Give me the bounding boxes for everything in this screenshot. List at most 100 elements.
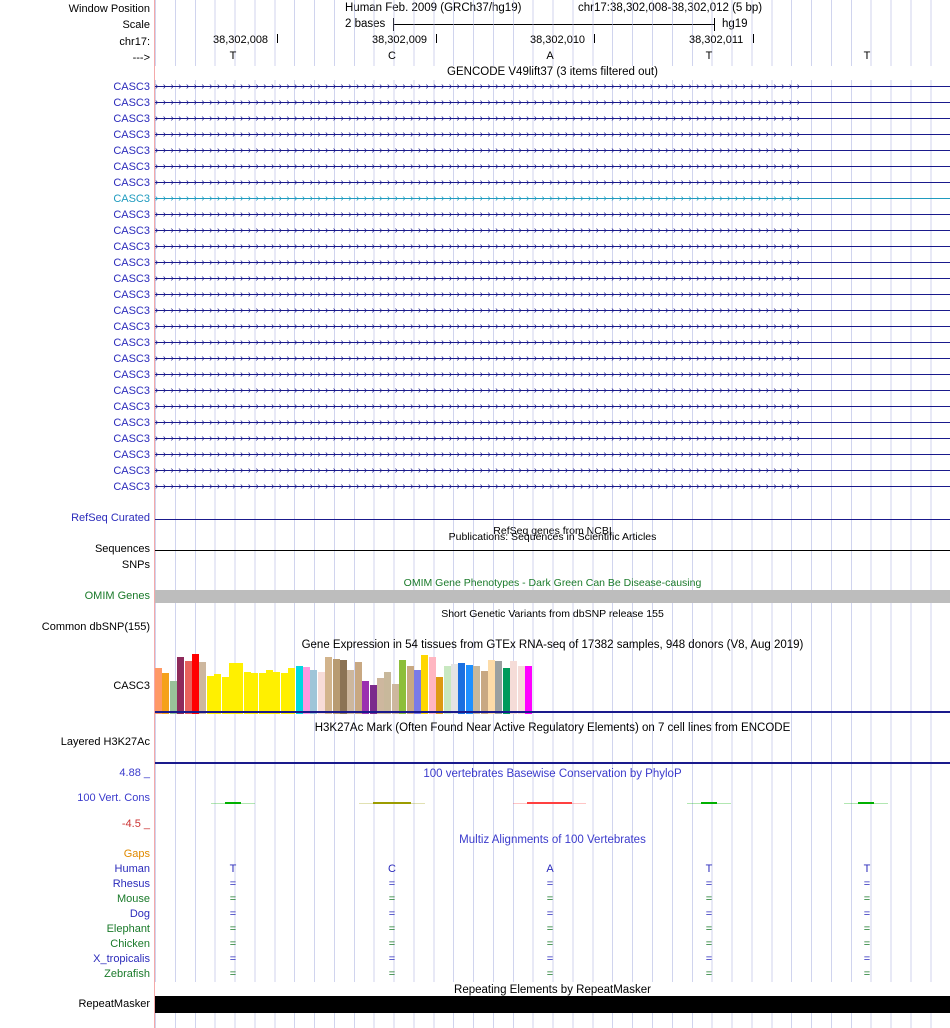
gtex-tissue-bar[interactable] <box>495 661 503 714</box>
multiz-species-label[interactable]: Mouse <box>116 893 150 905</box>
multiz-species-label[interactable]: Dog <box>129 908 150 920</box>
label-layered-h3k27ac[interactable]: Layered H3K27Ac <box>60 736 150 748</box>
gtex-tissue-bar[interactable] <box>169 681 177 714</box>
gtex-tissue-bar[interactable] <box>399 660 407 714</box>
gtex-tissue-bar[interactable] <box>295 666 303 714</box>
multiz-species-label[interactable]: Zebrafish <box>104 968 150 980</box>
gtex-tissue-bar[interactable] <box>184 661 192 714</box>
gencode-gene-row[interactable]: ››››››››››››››››››››››››››››››››››››››››… <box>155 81 950 93</box>
gencode-gene-row[interactable]: ››››››››››››››››››››››››››››››››››››››››… <box>155 385 950 397</box>
gencode-gene-row[interactable]: ››››››››››››››››››››››››››››››››››››››››… <box>155 113 950 125</box>
gencode-gene-label[interactable]: CASC3 <box>113 401 150 413</box>
gtex-tissue-bar[interactable] <box>406 666 414 714</box>
gtex-tissue-bar[interactable] <box>421 655 429 714</box>
gtex-tissue-bar[interactable] <box>451 664 458 714</box>
gencode-gene-row[interactable]: ››››››››››››››››››››››››››››››››››››››››… <box>155 369 950 381</box>
gtex-tissue-bar[interactable] <box>221 677 229 714</box>
track-title-omim[interactable]: OMIM Gene Phenotypes - Dark Green Can Be… <box>403 577 702 589</box>
gencode-gene-row[interactable]: ››››››››››››››››››››››››››››››››››››››››… <box>155 353 950 365</box>
gencode-gene-row[interactable]: ››››››››››››››››››››››››››››››››››››››››… <box>155 273 950 285</box>
gencode-gene-row[interactable]: ››››››››››››››››››››››››››››››››››››››››… <box>155 289 950 301</box>
gencode-gene-label[interactable]: CASC3 <box>113 177 150 189</box>
gencode-gene-label[interactable]: CASC3 <box>113 161 150 173</box>
gencode-gene-row[interactable]: ››››››››››››››››››››››››››››››››››››››››… <box>155 97 950 109</box>
gtex-tissue-bar[interactable] <box>325 657 333 714</box>
gencode-gene-row[interactable]: ››››››››››››››››››››››››››››››››››››››››… <box>155 321 950 333</box>
gtex-tissue-bar[interactable] <box>192 654 199 714</box>
track-title-multiz[interactable]: Multiz Alignments of 100 Vertebrates <box>459 834 646 846</box>
gtex-tissue-bar[interactable] <box>177 657 185 714</box>
gtex-tissue-bar[interactable] <box>458 663 466 714</box>
gencode-gene-row[interactable]: ››››››››››››››››››››››››››››››››››››››››… <box>155 241 950 253</box>
gencode-gene-label[interactable]: CASC3 <box>113 353 150 365</box>
gencode-gene-label[interactable]: CASC3 <box>113 337 150 349</box>
gencode-gene-label[interactable]: CASC3 <box>113 145 150 157</box>
gencode-gene-row[interactable]: ››››››››››››››››››››››››››››››››››››››››… <box>155 433 950 445</box>
track-title-dbsnp[interactable]: Short Genetic Variants from dbSNP releas… <box>441 608 664 620</box>
gencode-gene-label[interactable]: CASC3 <box>113 257 150 269</box>
gencode-gene-row[interactable]: ››››››››››››››››››››››››››››››››››››››››… <box>155 257 950 269</box>
gtex-tissue-bar[interactable] <box>510 661 518 714</box>
gtex-tissue-bar[interactable] <box>347 670 355 714</box>
gtex-tissue-bar[interactable] <box>266 670 273 714</box>
gtex-tissue-bar[interactable] <box>362 681 370 714</box>
gencode-gene-label[interactable]: CASC3 <box>113 369 150 381</box>
gencode-gene-label[interactable]: CASC3 <box>113 289 150 301</box>
gtex-tissue-bar[interactable] <box>517 666 525 714</box>
conservation-score-mark[interactable] <box>527 802 572 804</box>
gencode-gene-label[interactable]: CASC3 <box>113 305 150 317</box>
gencode-gene-label[interactable]: CASC3 <box>113 273 150 285</box>
gencode-gene-label[interactable]: CASC3 <box>113 113 150 125</box>
gtex-tissue-bar[interactable] <box>443 666 451 714</box>
gtex-tissue-bar[interactable] <box>236 663 244 714</box>
gencode-gene-row[interactable]: ››››››››››››››››››››››››››››››››››››››››… <box>155 225 950 237</box>
gtex-tissue-bar[interactable] <box>280 673 288 714</box>
gencode-gene-label[interactable]: CASC3 <box>113 97 150 109</box>
gtex-tissue-bar[interactable] <box>391 684 399 714</box>
gencode-gene-row[interactable]: ››››››››››››››››››››››››››››››››››››››››… <box>155 465 950 477</box>
track-title-gtex[interactable]: Gene Expression in 54 tissues from GTEx … <box>301 639 804 651</box>
track-title-gencode[interactable]: GENCODE V49lift37 (3 items filtered out) <box>447 66 658 78</box>
gencode-gene-row[interactable]: ››››››››››››››››››››››››››››››››››››››››… <box>155 401 950 413</box>
label-omim-genes[interactable]: OMIM Genes <box>84 590 150 602</box>
gtex-tissue-bar[interactable] <box>273 672 281 714</box>
gencode-gene-label[interactable]: CASC3 <box>113 465 150 477</box>
track-title-repeatmasker[interactable]: Repeating Elements by RepeatMasker <box>454 984 651 996</box>
gencode-gene-label[interactable]: CASC3 <box>113 321 150 333</box>
gtex-tissue-bar[interactable] <box>436 677 444 714</box>
track-title-h3k27ac[interactable]: H3K27Ac Mark (Often Found Near Active Re… <box>314 722 791 734</box>
multiz-species-label[interactable]: X_tropicalis <box>93 953 150 965</box>
gencode-gene-label[interactable]: CASC3 <box>113 385 150 397</box>
gencode-gene-row[interactable]: ››››››››››››››››››››››››››››››››››››››››… <box>155 337 950 349</box>
gtex-tissue-bar[interactable] <box>243 672 251 714</box>
gtex-tissue-bar[interactable] <box>377 678 384 714</box>
track-title-publications[interactable]: Publications: Sequences in Scientific Ar… <box>448 531 657 543</box>
label-refseq-curated[interactable]: RefSeq Curated <box>71 512 150 524</box>
multiz-species-label[interactable]: Chicken <box>110 938 150 950</box>
gencode-gene-row[interactable]: ››››››››››››››››››››››››››››››››››››››››… <box>155 481 950 493</box>
conservation-score-mark[interactable] <box>225 802 241 804</box>
label-100-vert-cons[interactable]: 100 Vert. Cons <box>77 792 150 804</box>
gencode-gene-row[interactable]: ››››››››››››››››››››››››››››››››››››››››… <box>155 305 950 317</box>
gencode-gene-row[interactable]: ››››››››››››››››››››››››››››››››››››››››… <box>155 145 950 157</box>
gencode-gene-label[interactable]: CASC3 <box>113 481 150 493</box>
label-gtex-gene[interactable]: CASC3 <box>113 680 150 692</box>
label-repeatmasker[interactable]: RepeatMasker <box>78 998 150 1010</box>
gtex-tissue-bar[interactable] <box>332 659 340 714</box>
gencode-gene-row[interactable]: ››››››››››››››››››››››››››››››››››››››››… <box>155 129 950 141</box>
gencode-gene-label[interactable]: CASC3 <box>113 241 150 253</box>
conservation-score-mark[interactable] <box>373 802 411 804</box>
gtex-tissue-bar[interactable] <box>473 666 481 714</box>
gtex-tissue-bar[interactable] <box>525 666 532 714</box>
gencode-gene-label[interactable]: CASC3 <box>113 225 150 237</box>
gtex-tissue-bar[interactable] <box>488 660 495 714</box>
gtex-tissue-bar[interactable] <box>258 673 266 714</box>
gencode-gene-row[interactable]: ››››››››››››››››››››››››››››››››››››››››… <box>155 417 950 429</box>
conservation-score-mark[interactable] <box>858 802 874 804</box>
multiz-species-label[interactable]: Rhesus <box>112 878 150 890</box>
gencode-gene-label[interactable]: CASC3 <box>113 449 150 461</box>
gtex-bar-chart[interactable] <box>155 652 950 714</box>
gtex-tissue-bar[interactable] <box>288 668 296 714</box>
gtex-tissue-bar[interactable] <box>310 670 318 714</box>
gtex-tissue-bar[interactable] <box>384 672 392 714</box>
